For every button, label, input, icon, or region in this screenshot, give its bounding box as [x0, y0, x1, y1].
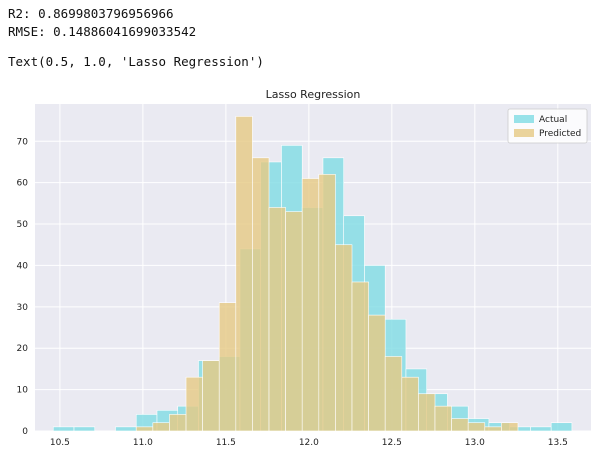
chart-title: Lasso Regression — [266, 88, 361, 101]
y-tick-label: 20 — [17, 344, 29, 354]
bar-predicted — [135, 426, 154, 432]
bar-predicted — [218, 302, 237, 432]
bars — [52, 116, 573, 432]
x-tick-label: 11.0 — [133, 438, 153, 448]
x-tick-label: 10.5 — [50, 438, 70, 448]
legend-label-predicted: Predicted — [539, 129, 581, 139]
y-tick-label: 40 — [17, 261, 29, 271]
bar-predicted — [202, 360, 220, 432]
y-tick-label: 50 — [17, 220, 29, 230]
x-tick-label: 13.5 — [548, 438, 568, 448]
bar-actual — [550, 422, 573, 432]
legend-swatch-predicted — [514, 129, 534, 137]
x-tick-label: 11.5 — [216, 438, 236, 448]
bar-actual — [530, 426, 552, 432]
bar-predicted — [318, 174, 336, 432]
bar-predicted — [252, 157, 270, 432]
legend-swatch-actual — [514, 115, 534, 123]
x-tick-label: 13.0 — [465, 438, 485, 448]
bar-predicted — [301, 178, 320, 432]
bar-predicted — [185, 376, 203, 432]
bar-predicted — [169, 414, 187, 432]
bar-predicted — [152, 422, 170, 432]
bar-actual — [52, 426, 75, 432]
y-tick-label: 10 — [17, 386, 29, 396]
rmse-output: RMSE: 0.14886041699033542 — [8, 24, 197, 39]
bar-predicted — [368, 314, 386, 432]
x-tick-label: 12.5 — [382, 438, 402, 448]
r2-output: R2: 0.8699803796956966 — [8, 6, 174, 21]
y-tick-label: 30 — [17, 303, 29, 313]
bar-predicted — [501, 422, 519, 432]
bar-predicted — [484, 426, 502, 432]
y-tick-label: 60 — [17, 179, 29, 189]
bar-actual — [115, 426, 137, 432]
bar-predicted — [351, 281, 369, 432]
y-tick-label: 70 — [17, 137, 29, 147]
bar-predicted — [268, 207, 286, 432]
bar-predicted — [418, 393, 436, 432]
bar-predicted — [384, 356, 403, 432]
bar-predicted — [335, 244, 353, 432]
bar-predicted — [235, 116, 253, 432]
tick-labels: 0 10 20 30 40 50 60 70 10.5 11.0 11.5 12.0 12.5 13.0 1… — [17, 137, 568, 448]
y-tick-label: 0 — [22, 427, 28, 437]
series-predicted — [135, 116, 519, 432]
bar-predicted — [467, 422, 486, 432]
bar-actual — [73, 426, 96, 432]
x-tick-label: 12.0 — [299, 438, 319, 448]
bar-predicted — [451, 418, 469, 432]
bar-predicted — [285, 211, 303, 432]
text-repr-output: Text(0.5, 1.0, 'Lasso Regression') — [8, 54, 264, 69]
legend-label-actual: Actual — [539, 115, 567, 125]
bar-predicted — [401, 376, 419, 432]
legend: Actual Predicted — [507, 108, 588, 144]
bar-predicted — [434, 405, 452, 432]
